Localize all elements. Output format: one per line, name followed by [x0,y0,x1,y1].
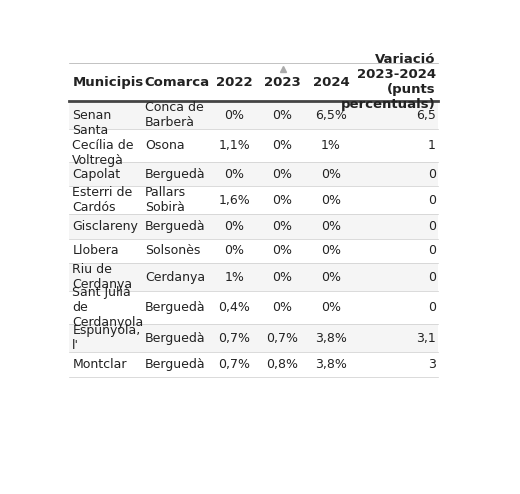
Text: Riu de
Cerdanya: Riu de Cerdanya [72,263,133,291]
Text: Municipis: Municipis [72,76,144,88]
Text: 0%: 0% [272,245,293,257]
Bar [69,186,438,214]
Text: Senan: Senan [72,109,111,122]
Text: 0: 0 [428,245,436,257]
Text: Pallars
Sobirà: Pallars Sobirà [145,186,186,214]
Text: 1: 1 [428,139,436,152]
Text: Llobera: Llobera [72,245,119,257]
Text: Santa
Cecília de
Voltregà: Santa Cecília de Voltregà [72,124,134,167]
Bar [69,263,438,291]
Text: 0: 0 [428,167,436,181]
Text: Berguedà: Berguedà [145,358,205,371]
Bar [69,101,438,129]
Text: 2022: 2022 [216,76,253,88]
Text: 0%: 0% [224,245,244,257]
Bar [69,239,438,263]
Text: 0%: 0% [272,220,293,233]
Text: 1%: 1% [321,139,341,152]
Text: 0: 0 [428,194,436,207]
Text: Sant Julià
de
Cerdanyola: Sant Julià de Cerdanyola [72,286,144,329]
Text: 0%: 0% [224,109,244,122]
Text: 0%: 0% [224,220,244,233]
Bar [69,352,438,376]
Text: 0%: 0% [272,271,293,284]
Text: 0,7%: 0,7% [218,358,250,371]
Text: Osona: Osona [145,139,185,152]
Text: 0: 0 [428,301,436,314]
Text: 3,8%: 3,8% [315,331,347,345]
Text: 0,8%: 0,8% [267,358,298,371]
Text: Berguedà: Berguedà [145,220,205,233]
Bar [69,291,438,324]
Text: 1,6%: 1,6% [218,194,250,207]
Text: 1,1%: 1,1% [218,139,250,152]
Text: 0%: 0% [321,301,341,314]
Text: 3,1: 3,1 [416,331,436,345]
Text: 0%: 0% [272,167,293,181]
Text: 0: 0 [428,271,436,284]
Text: Berguedà: Berguedà [145,331,205,345]
Text: Gisclareny: Gisclareny [72,220,138,233]
Text: Espunyola,
l': Espunyola, l' [72,324,140,352]
Text: 0%: 0% [272,194,293,207]
Text: 0%: 0% [272,139,293,152]
Bar [69,129,438,162]
Text: 0%: 0% [321,167,341,181]
Text: 0%: 0% [321,271,341,284]
Text: 0,4%: 0,4% [218,301,250,314]
Text: 1%: 1% [224,271,244,284]
Text: Capolat: Capolat [72,167,120,181]
Text: 6,5%: 6,5% [315,109,347,122]
Text: Conca de
Barberà: Conca de Barberà [145,101,203,129]
Text: 0,7%: 0,7% [267,331,298,345]
Text: 2023: 2023 [264,76,301,88]
Text: 3,8%: 3,8% [315,358,347,371]
Text: Comarca: Comarca [145,76,210,88]
Text: 0%: 0% [321,194,341,207]
Text: 0%: 0% [272,301,293,314]
Bar [69,63,438,101]
Text: Berguedà: Berguedà [145,167,205,181]
Text: Solsonès: Solsonès [145,245,200,257]
Text: 0: 0 [428,220,436,233]
Text: 2024: 2024 [313,76,349,88]
Bar [69,214,438,239]
Bar [69,162,438,186]
Bar [69,324,438,352]
Text: 0%: 0% [321,220,341,233]
Text: Variació
2023-2024
(punts
percentuals): Variació 2023-2024 (punts percentuals) [341,53,436,111]
Text: Cerdanya: Cerdanya [145,271,205,284]
Text: 6,5: 6,5 [416,109,436,122]
Text: 0%: 0% [321,245,341,257]
Text: Berguedà: Berguedà [145,301,205,314]
Text: 0%: 0% [272,109,293,122]
Text: 0,7%: 0,7% [218,331,250,345]
Text: Montclar: Montclar [72,358,127,371]
Text: Esterri de
Cardós: Esterri de Cardós [72,186,133,214]
Text: 0%: 0% [224,167,244,181]
Text: 3: 3 [428,358,436,371]
